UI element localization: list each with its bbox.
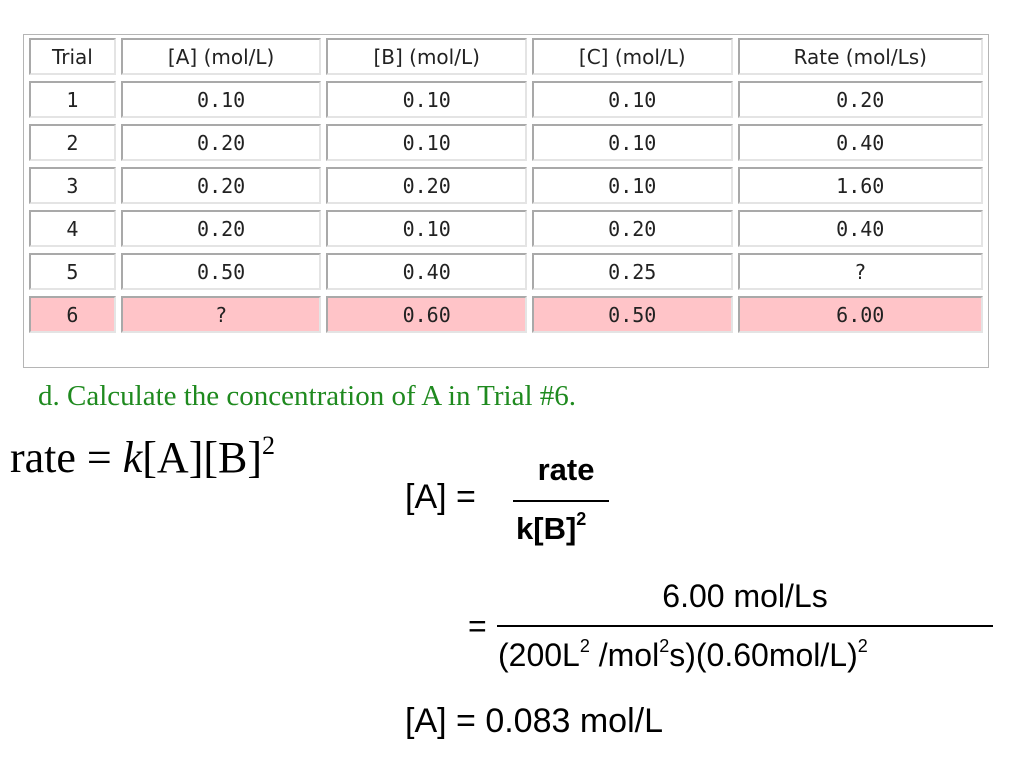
cell-a: 0.20 xyxy=(120,210,322,247)
cell-rate: 0.20 xyxy=(737,81,983,118)
table-row: 2 0.20 0.10 0.10 0.40 xyxy=(29,124,983,161)
denominator-part: s)(0.60mol/L) xyxy=(669,637,858,673)
header-trial: Trial xyxy=(29,38,116,75)
equation-lhs: [A] = xyxy=(405,478,476,516)
cell-c: 0.25 xyxy=(531,253,733,290)
denominator-exponent: 2 xyxy=(659,636,670,656)
denominator-exponent: 2 xyxy=(579,636,590,656)
table-row: 3 0.20 0.20 0.10 1.60 xyxy=(29,167,983,204)
cell-c: 0.20 xyxy=(531,210,733,247)
rate-law-prefix: rate = xyxy=(10,433,123,482)
denominator-part: (200L xyxy=(498,637,580,673)
cell-c: 0.50 xyxy=(531,296,733,333)
table-row: 5 0.50 0.40 0.25 ? xyxy=(29,253,983,290)
equals-sign: = xyxy=(468,608,487,644)
denominator-text: k[B] xyxy=(516,511,577,546)
cell-rate: 0.40 xyxy=(737,210,983,247)
substituted-denominator: (200L2 /mol2s)(0.60mol/L)2 xyxy=(498,637,868,674)
cell-trial: 3 xyxy=(29,167,116,204)
rate-law-body: [A][B] xyxy=(142,433,263,482)
cell-b: 0.10 xyxy=(326,124,527,161)
header-b-concentration: [B] (mol/L) xyxy=(326,38,527,75)
cell-b: 0.10 xyxy=(326,81,527,118)
cell-rate: 6.00 xyxy=(737,296,983,333)
cell-a: 0.20 xyxy=(120,167,322,204)
table-row: 1 0.10 0.10 0.10 0.20 xyxy=(29,81,983,118)
result-line: [A] = 0.083 mol/L xyxy=(405,702,663,740)
cell-b: 0.40 xyxy=(326,253,527,290)
cell-a: 0.50 xyxy=(120,253,322,290)
denominator-exponent: 2 xyxy=(576,509,587,529)
header-a-concentration: [A] (mol/L) xyxy=(120,38,322,75)
cell-a: 0.10 xyxy=(120,81,322,118)
denominator-part: /mol xyxy=(589,637,660,673)
rate-data-table: Trial [A] (mol/L) [B] (mol/L) [C] (mol/L… xyxy=(24,32,988,339)
cell-trial: 2 xyxy=(29,124,116,161)
substituted-numerator: 6.00 mol/Ls xyxy=(662,578,828,614)
cell-b: 0.10 xyxy=(326,210,527,247)
rate-law-exponent: 2 xyxy=(262,431,276,460)
cell-a-unknown: ? xyxy=(120,296,322,333)
rate-law: rate = k[A][B]2 xyxy=(10,432,275,483)
fraction-bar xyxy=(513,500,609,502)
table-row: 4 0.20 0.10 0.20 0.40 xyxy=(29,210,983,247)
cell-c: 0.10 xyxy=(531,124,733,161)
rate-constant-symbol: k xyxy=(122,433,143,482)
cell-trial: 5 xyxy=(29,253,116,290)
cell-trial: 1 xyxy=(29,81,116,118)
cell-rate: 1.60 xyxy=(737,167,983,204)
fraction-denominator: k[B]2 xyxy=(516,509,587,547)
header-rate: Rate (mol/Ls) xyxy=(737,38,983,75)
cell-c: 0.10 xyxy=(531,167,733,204)
table-header-row: Trial [A] (mol/L) [B] (mol/L) [C] (mol/L… xyxy=(29,38,983,75)
cell-trial: 6 xyxy=(29,296,116,333)
header-c-concentration: [C] (mol/L) xyxy=(531,38,733,75)
cell-rate: 0.40 xyxy=(737,124,983,161)
fraction-bar xyxy=(497,625,993,627)
cell-a: 0.20 xyxy=(120,124,322,161)
denominator-exponent: 2 xyxy=(857,636,868,656)
data-table-frame: Trial [A] (mol/L) [B] (mol/L) [C] (mol/L… xyxy=(23,34,989,368)
cell-rate-unknown: ? xyxy=(737,253,983,290)
cell-b: 0.20 xyxy=(326,167,527,204)
question-text: d. Calculate the concentration of A in T… xyxy=(38,380,577,412)
table-row-highlighted: 6 ? 0.60 0.50 6.00 xyxy=(29,296,983,333)
cell-b: 0.60 xyxy=(326,296,527,333)
cell-trial: 4 xyxy=(29,210,116,247)
fraction-numerator-rate: rate xyxy=(537,452,595,487)
cell-c: 0.10 xyxy=(531,81,733,118)
